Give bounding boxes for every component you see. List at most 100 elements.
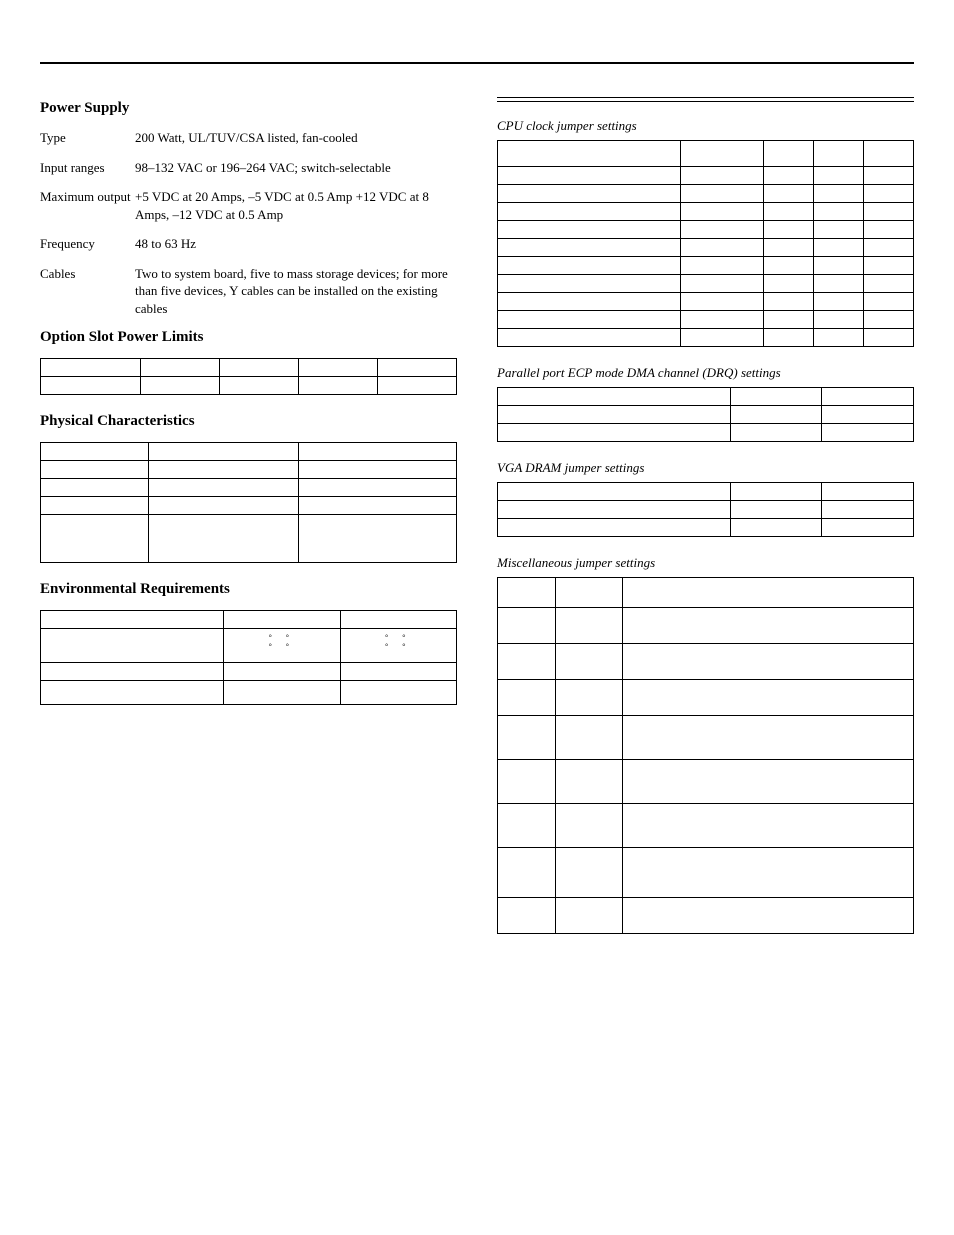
table-cell bbox=[730, 388, 822, 406]
table-cell bbox=[814, 203, 864, 221]
spec-row: Input ranges98–132 VAC or 196–264 VAC; s… bbox=[40, 159, 457, 177]
heading-power-supply: Power Supply bbox=[40, 100, 457, 117]
columns: Power Supply Type200 Watt, UL/TUV/CSA li… bbox=[40, 94, 914, 952]
table-cell bbox=[498, 680, 556, 716]
table-cell bbox=[864, 221, 914, 239]
table-cell bbox=[622, 608, 913, 644]
table-row bbox=[41, 611, 457, 629]
caption-cpu-clock: CPU clock jumper settings bbox=[497, 118, 914, 134]
table-row bbox=[498, 483, 914, 501]
left-column: Power Supply Type200 Watt, UL/TUV/CSA li… bbox=[40, 94, 457, 952]
table-cell bbox=[498, 716, 556, 760]
table-cell bbox=[556, 608, 623, 644]
table-cell bbox=[498, 221, 681, 239]
spec-row: Maximum output+5 VDC at 20 Amps, –5 VDC … bbox=[40, 188, 457, 223]
table-cell bbox=[764, 257, 814, 275]
table-cell bbox=[298, 515, 456, 563]
table-row bbox=[498, 293, 914, 311]
table-cell bbox=[298, 461, 456, 479]
table-cell bbox=[681, 329, 764, 347]
spec-value: 98–132 VAC or 196–264 VAC; switch-select… bbox=[135, 159, 457, 177]
table-cell bbox=[764, 141, 814, 167]
table-cell bbox=[764, 275, 814, 293]
table-cell bbox=[298, 359, 377, 377]
table-row bbox=[498, 680, 914, 716]
table-row bbox=[498, 141, 914, 167]
physical-table bbox=[40, 442, 457, 563]
table-cell bbox=[864, 275, 914, 293]
table-cell bbox=[764, 167, 814, 185]
table-cell bbox=[814, 185, 864, 203]
table-cell bbox=[498, 848, 556, 898]
table-row bbox=[498, 644, 914, 680]
spec-value: Two to system board, five to mass storag… bbox=[135, 265, 457, 318]
table-cell bbox=[340, 681, 457, 705]
table-cell bbox=[822, 406, 914, 424]
table-cell bbox=[814, 239, 864, 257]
table-cell: ° ° ° ° bbox=[340, 629, 457, 663]
environmental-table: ° ° ° °° ° ° ° bbox=[40, 610, 457, 705]
table-row bbox=[498, 257, 914, 275]
table-row bbox=[498, 501, 914, 519]
table-cell bbox=[622, 578, 913, 608]
table-row bbox=[41, 681, 457, 705]
table-cell bbox=[622, 716, 913, 760]
table-cell bbox=[498, 275, 681, 293]
table-row bbox=[41, 461, 457, 479]
table-cell bbox=[498, 257, 681, 275]
table-cell bbox=[498, 804, 556, 848]
table-cell bbox=[864, 239, 914, 257]
table-cell bbox=[224, 681, 340, 705]
table-cell bbox=[764, 293, 814, 311]
table-cell bbox=[864, 185, 914, 203]
table-row bbox=[498, 388, 914, 406]
table-row bbox=[41, 443, 457, 461]
table-cell bbox=[764, 311, 814, 329]
table-row bbox=[41, 359, 457, 377]
table-row bbox=[498, 519, 914, 537]
table-cell bbox=[41, 497, 149, 515]
table-cell bbox=[498, 141, 681, 167]
table-cell bbox=[822, 519, 914, 537]
table-cell bbox=[622, 804, 913, 848]
misc-jumper-table bbox=[497, 577, 914, 934]
spec-row: Frequency48 to 63 Hz bbox=[40, 235, 457, 253]
table-cell bbox=[149, 443, 299, 461]
table-cell bbox=[149, 479, 299, 497]
table-row bbox=[498, 311, 914, 329]
table-row bbox=[498, 275, 914, 293]
table-cell bbox=[622, 898, 913, 934]
table-cell bbox=[681, 221, 764, 239]
table-row bbox=[498, 406, 914, 424]
table-row bbox=[498, 221, 914, 239]
heading-physical: Physical Characteristics bbox=[40, 413, 457, 430]
heading-environmental: Environmental Requirements bbox=[40, 581, 457, 598]
table-cell bbox=[864, 141, 914, 167]
table-cell bbox=[681, 257, 764, 275]
table-cell bbox=[681, 185, 764, 203]
right-top-rules bbox=[497, 97, 914, 102]
table-cell bbox=[730, 519, 822, 537]
table-row bbox=[498, 239, 914, 257]
table-cell bbox=[498, 406, 731, 424]
table-row bbox=[498, 608, 914, 644]
table-cell bbox=[498, 519, 731, 537]
table-cell bbox=[498, 239, 681, 257]
table-cell bbox=[498, 578, 556, 608]
table-cell bbox=[498, 483, 731, 501]
table-cell bbox=[730, 483, 822, 501]
spec-value: 200 Watt, UL/TUV/CSA listed, fan-cooled bbox=[135, 129, 457, 147]
table-cell bbox=[556, 680, 623, 716]
table-cell bbox=[41, 443, 149, 461]
table-cell bbox=[681, 275, 764, 293]
table-cell bbox=[556, 760, 623, 804]
table-cell bbox=[298, 377, 377, 395]
table-cell bbox=[41, 629, 224, 663]
spec-value: 48 to 63 Hz bbox=[135, 235, 457, 253]
spec-row: Type200 Watt, UL/TUV/CSA listed, fan-coo… bbox=[40, 129, 457, 147]
table-cell bbox=[498, 311, 681, 329]
table-cell bbox=[498, 388, 731, 406]
table-cell bbox=[822, 388, 914, 406]
spec-term: Frequency bbox=[40, 235, 135, 253]
table-cell bbox=[556, 644, 623, 680]
